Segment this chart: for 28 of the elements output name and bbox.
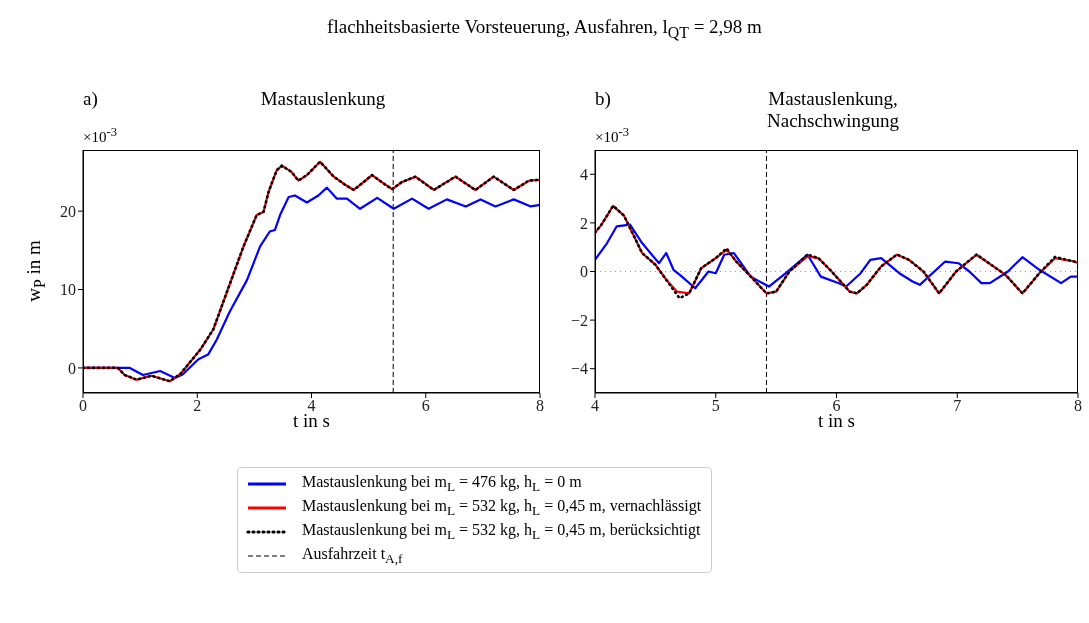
legend-label: Mastauslenkung bei m$_{L}$ = 476 kg, h$_{L}$ = 0 m [302,472,582,496]
y-tick-label: −4 [570,360,588,378]
y-tick-label: 2 [580,214,588,232]
y-tick-label: 20 [60,202,76,220]
y-tick-label: 0 [580,263,588,281]
chart-title: Mastauslenkung [259,88,387,110]
legend-label: Ausfahrzeit t$_{A,f}$ [302,544,403,568]
text: ×10$^{-3}$ [595,125,629,146]
text: a) [83,88,98,110]
x-tick-label: 7 [953,397,962,415]
y-tick-label: 10 [60,281,76,299]
y-tick-label: 0 [68,359,76,377]
text: flachheitsbasierte Vorsteuerung, Ausfahren, l$_{QT}$ = 2,98 m [326,16,763,42]
legend-label: Mastauslenkung bei m$_{L}$ = 532 kg, h$_{L}$ = 0,45 m, berücksichtigt [302,520,701,544]
y-tick-label: −2 [570,311,588,329]
text: ×10$^{-3}$ [83,125,117,146]
x-tick-label: 6 [421,397,430,415]
x-tick-label: 8 [536,397,544,415]
chart-title: Mastauslenkung, Nachschwingung [766,88,900,132]
x-tick-label: 5 [711,397,720,415]
x-tick-label: 0 [79,397,87,415]
line-series [595,223,1078,290]
legend-label: Mastauslenkung bei m$_{L}$ = 532 kg, h$_{L}$ = 0,45 m, vernachlässigt [302,496,702,520]
y-tick-label: 4 [580,165,588,183]
x-tick-label: 2 [193,397,202,415]
x-tick-label: 4 [591,397,599,415]
x-tick-label: 8 [1074,397,1082,415]
text: b) [595,88,611,110]
